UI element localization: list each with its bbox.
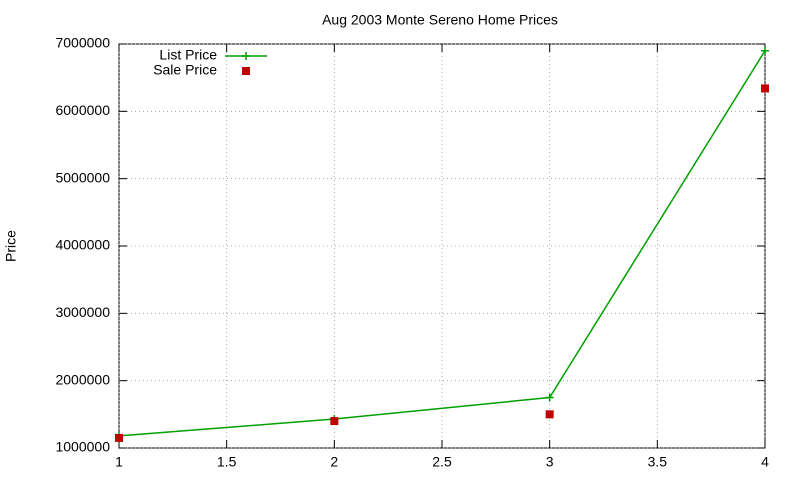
legend-label: Sale Price: [153, 62, 217, 78]
y-axis-label: Price: [3, 230, 19, 262]
y-tick-label: 2000000: [55, 371, 110, 387]
point: [330, 417, 339, 426]
y-tick-label: 3000000: [55, 304, 110, 320]
point: [545, 393, 554, 402]
x-tick-label: 4: [761, 454, 769, 470]
y-tick-label: 4000000: [55, 237, 110, 253]
point: [115, 433, 123, 442]
x-tick-label: 3.5: [648, 454, 668, 470]
point: [545, 410, 554, 419]
x-tick-label: 2: [330, 454, 338, 470]
x-tick-label: 3: [546, 454, 554, 470]
y-tick-label: 1000000: [55, 439, 110, 455]
point: [761, 46, 769, 55]
series-line: [118, 50, 766, 437]
x-tick-label: 1.5: [217, 454, 237, 470]
legend-label: List Price: [159, 47, 217, 63]
x-tick-label: 2.5: [432, 454, 452, 470]
legend-marker: [242, 52, 250, 60]
x-tick-label: 1: [115, 454, 123, 470]
y-tick-label: 6000000: [55, 102, 110, 118]
point: [761, 84, 769, 93]
y-tick-label: 5000000: [55, 169, 110, 185]
chart-title: Aug 2003 Monte Sereno Home Prices: [322, 12, 558, 28]
y-tick-label: 7000000: [55, 35, 110, 51]
legend-marker: [242, 67, 250, 75]
